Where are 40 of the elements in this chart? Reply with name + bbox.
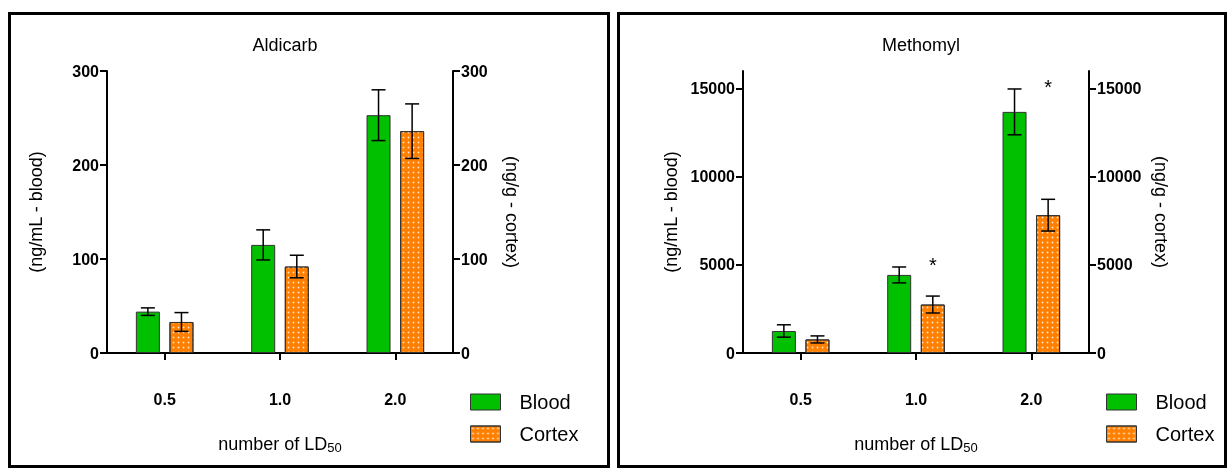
y-tick-label: 10000 <box>690 168 736 186</box>
y2-tick-label: 0 <box>1097 344 1106 362</box>
x-tick-label: 1.0 <box>268 390 292 408</box>
legend-label: Cortex <box>519 423 579 445</box>
y-tick-label: 300 <box>72 62 100 80</box>
chart-title: Methomyl <box>881 35 961 55</box>
y2-axis-title: (ng/g - cortex) <box>1151 155 1172 269</box>
y-tick-label: 0 <box>726 344 736 362</box>
x-tick-label: 0.5 <box>789 390 812 408</box>
y-tick-label: 100 <box>72 250 100 268</box>
y-tick-label: 15000 <box>690 80 736 98</box>
y2-tick-label: 100 <box>461 250 488 268</box>
bar <box>366 115 391 353</box>
annotation: * <box>928 253 937 276</box>
bar <box>1002 111 1027 353</box>
y2-tick-label: 5000 <box>1097 256 1133 274</box>
y2-tick-label: 10000 <box>1097 168 1142 186</box>
legend-label: Blood <box>1155 391 1207 413</box>
legend-label: Blood <box>519 391 571 413</box>
bar <box>771 330 796 353</box>
y-tick-label: 200 <box>72 156 100 174</box>
y-axis-title: (ng/mL - blood) <box>26 151 46 273</box>
y2-tick-label: 300 <box>461 62 488 80</box>
x-tick-label: 2.0 <box>1020 390 1043 408</box>
chart-title: Aldicarb <box>252 35 318 55</box>
y2-tick-label: 0 <box>461 344 470 362</box>
legend-label: Cortex <box>1155 423 1215 445</box>
y2-tick-label: 15000 <box>1097 80 1142 98</box>
y-axis-title: (ng/mL - blood) <box>660 151 681 273</box>
y2-tick-label: 200 <box>461 156 488 174</box>
bar <box>251 244 276 353</box>
x-tick-label: 0.5 <box>153 390 176 408</box>
x-tick-label: 2.0 <box>384 390 407 408</box>
y2-axis-title: (ng/g - cortex) <box>502 155 522 269</box>
annotation: * <box>1044 75 1053 98</box>
y-tick-label: 5000 <box>699 256 736 274</box>
x-tick-label: 1.0 <box>904 390 928 408</box>
y-tick-label: 0 <box>90 344 100 362</box>
bar <box>887 274 912 353</box>
bar <box>135 311 160 353</box>
